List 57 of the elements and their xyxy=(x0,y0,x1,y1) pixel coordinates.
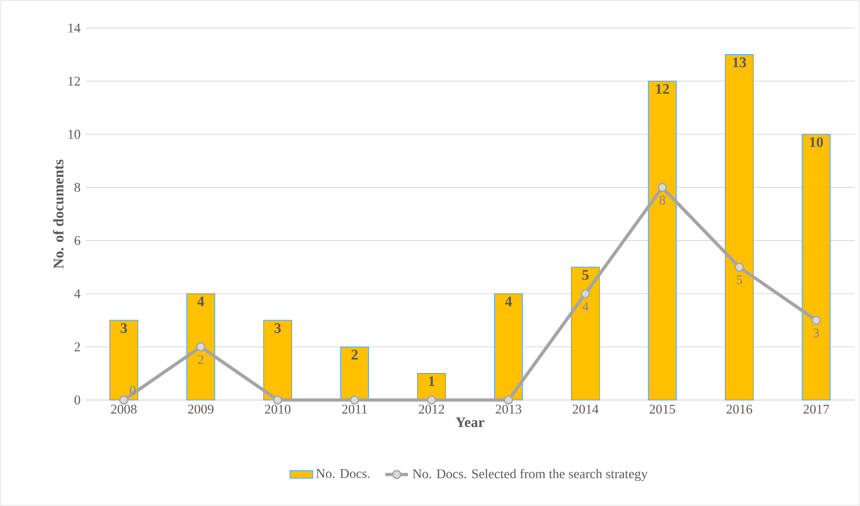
y-tick-label: 10 xyxy=(68,130,80,139)
bar xyxy=(802,134,831,400)
point xyxy=(658,182,667,192)
y-axis-title: No. of documents xyxy=(53,160,64,269)
data-label: 1 xyxy=(429,376,434,386)
data-label: 3 xyxy=(274,323,281,334)
x-axis-title: Year xyxy=(456,417,484,428)
x-tick-label: 2014 xyxy=(572,404,598,414)
y-tick-label: 6 xyxy=(74,236,80,246)
bar xyxy=(571,266,600,400)
point xyxy=(119,395,128,405)
point xyxy=(580,289,590,298)
bar xyxy=(648,80,677,400)
data-label: 4 xyxy=(582,302,589,311)
data-label: 5 xyxy=(736,275,742,284)
x-tick-label: 2016 xyxy=(726,404,752,414)
x-tick-label: 2015 xyxy=(650,404,676,414)
legend-label: No. Docs. Selected from the search strategy xyxy=(412,468,648,482)
data-label: 3 xyxy=(814,328,820,338)
y-tick-label: 0 xyxy=(74,396,80,404)
data-label: 4 xyxy=(197,296,204,306)
point xyxy=(196,342,206,352)
y-tick-label: 2 xyxy=(74,342,80,352)
point xyxy=(734,262,744,272)
bar xyxy=(340,346,370,400)
x-tick-label: 2012 xyxy=(418,404,444,414)
y-tick-label: 14 xyxy=(68,24,80,32)
legend-label: No. Docs. xyxy=(316,469,370,478)
x-tick-label: 2011 xyxy=(342,404,367,414)
data-label: 2 xyxy=(352,350,358,360)
y-tick-label: 4 xyxy=(74,289,80,298)
bar xyxy=(263,320,292,400)
bar xyxy=(109,320,138,400)
data-label: 8 xyxy=(660,196,666,205)
x-tick-label: 2013 xyxy=(496,404,522,414)
point xyxy=(504,395,514,405)
y-tick-label: 8 xyxy=(74,182,80,192)
x-tick-label: 2009 xyxy=(188,404,214,414)
x-tick-label: 2010 xyxy=(264,404,290,414)
data-label: 2 xyxy=(198,355,204,364)
point xyxy=(350,395,360,405)
point xyxy=(812,316,821,325)
bar xyxy=(186,293,216,400)
x-tick-label: 2008 xyxy=(111,404,137,414)
data-label: 4 xyxy=(505,296,512,306)
data-label: 3 xyxy=(120,323,127,334)
data-label: 0 xyxy=(130,385,136,394)
data-label: 10 xyxy=(810,137,823,148)
data-label: 12 xyxy=(656,84,670,94)
bar xyxy=(494,293,523,400)
data-label: 5 xyxy=(582,270,589,280)
point xyxy=(273,395,282,405)
y-tick-label: 12 xyxy=(68,76,80,86)
data-label: 13 xyxy=(733,57,746,68)
point xyxy=(426,395,436,405)
bar xyxy=(724,54,754,400)
x-tick-label: 2017 xyxy=(804,404,830,414)
